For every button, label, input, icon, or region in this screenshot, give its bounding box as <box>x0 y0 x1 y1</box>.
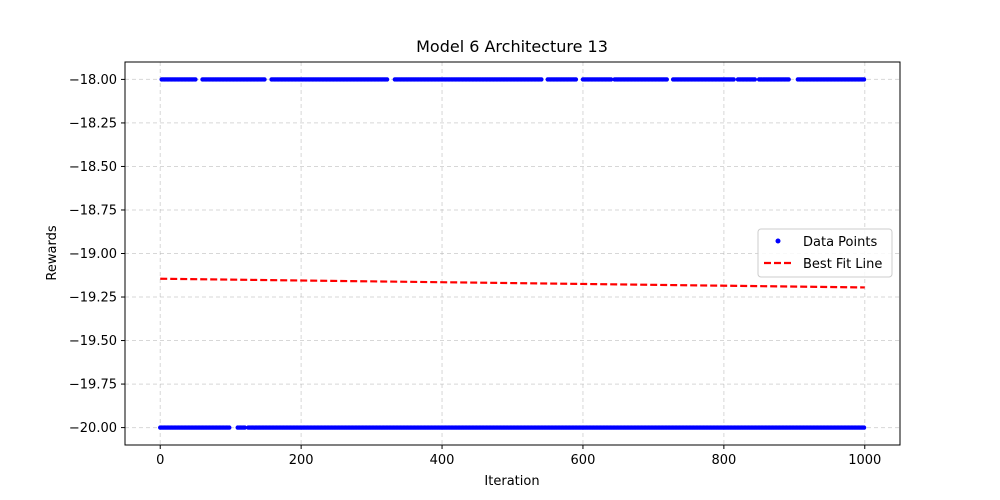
data-point <box>193 77 198 82</box>
data-point <box>608 77 614 82</box>
legend-marker-data-points <box>775 238 781 244</box>
data-point <box>861 425 867 430</box>
scatter-series <box>158 77 867 430</box>
x-tick-label: 600 <box>571 453 596 468</box>
x-tick-label: 0 <box>156 453 164 468</box>
data-point <box>664 77 669 82</box>
legend: Data Points Best Fit Line <box>757 228 893 278</box>
data-point <box>242 425 247 430</box>
x-tick-label: 400 <box>430 453 455 468</box>
legend-box <box>757 228 893 278</box>
x-tick-label: 800 <box>711 453 736 468</box>
chart-title: Model 6 Architecture 13 <box>416 37 608 56</box>
y-tick-label: −19.50 <box>69 334 117 349</box>
grid <box>125 62 900 445</box>
x-tick-label: 1000 <box>848 453 881 468</box>
data-point <box>861 77 867 82</box>
data-point <box>752 77 758 82</box>
data-point <box>539 77 544 82</box>
x-axis-label: Iteration <box>484 474 539 489</box>
data-point <box>227 425 232 430</box>
y-axis-ticks: −18.00 −18.25 −18.50 −18.75 −19.00 −19.25 −19.… <box>69 73 125 436</box>
data-point <box>262 77 267 82</box>
y-tick-label: −18.25 <box>69 116 117 131</box>
data-point <box>573 77 579 82</box>
best-fit-line <box>160 277 865 289</box>
data-point <box>384 77 390 82</box>
data-point <box>786 77 791 82</box>
y-tick-label: −19.75 <box>69 378 117 393</box>
y-tick-label: −18.50 <box>69 160 117 175</box>
y-axis-label: Rewards <box>45 225 60 280</box>
legend-label-data-points: Data Points <box>803 235 877 250</box>
y-tick-label: −18.75 <box>69 203 117 218</box>
y-tick-label: −20.00 <box>69 421 117 436</box>
best-fit-line-series <box>160 277 865 289</box>
y-tick-label: −18.00 <box>69 73 117 88</box>
x-tick-label: 200 <box>289 453 314 468</box>
x-axis-ticks: 0 200 400 600 800 1000 <box>156 445 881 468</box>
y-tick-label: −19.25 <box>69 291 117 306</box>
y-tick-label: −19.00 <box>69 247 117 262</box>
data-point <box>731 77 736 82</box>
legend-label-best-fit-line: Best Fit Line <box>803 257 882 272</box>
